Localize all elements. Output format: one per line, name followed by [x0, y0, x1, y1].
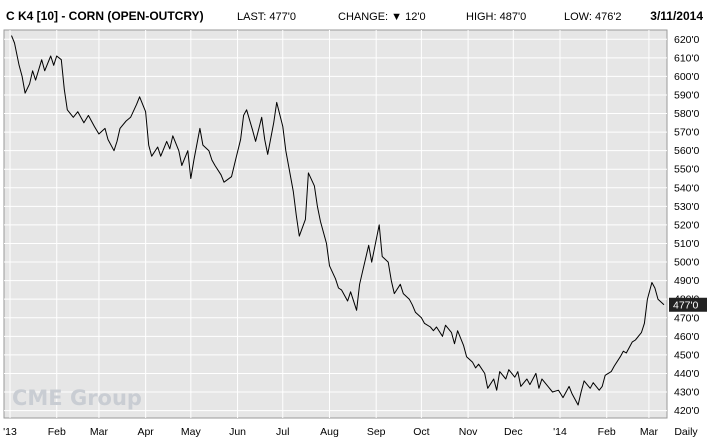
last-price: LAST: 477'0 — [237, 11, 296, 23]
x-tick-label: Jun — [229, 426, 246, 438]
price-change: CHANGE: ▼ 12'0 — [338, 11, 426, 23]
chart-title: C K4 [10] - CORN (OPEN-OUTCRY) — [6, 9, 204, 23]
x-tick-label: '13 — [3, 426, 17, 438]
x-tick-label: Feb — [598, 426, 616, 438]
chart-date: 3/11/2014 — [650, 9, 703, 23]
y-tick-label: 570'0 — [674, 127, 700, 139]
x-tick-label: '14 — [553, 426, 567, 438]
y-tick-label: 520'0 — [674, 219, 700, 231]
y-tick-label: 550'0 — [674, 164, 700, 176]
y-tick-label: 460'0 — [674, 331, 700, 343]
x-tick-label: Mar — [90, 426, 109, 438]
last-price-box-label: 477'0 — [673, 299, 699, 311]
x-tick-label: Nov — [459, 426, 478, 438]
x-tick-label: Sep — [367, 426, 386, 438]
x-tick-label: Mar — [640, 426, 659, 438]
x-tick-label: Jul — [276, 426, 289, 438]
y-tick-label: 540'0 — [674, 182, 700, 194]
grid-lines — [4, 30, 667, 418]
y-axis-labels: 420'0430'0440'0450'0460'0470'0480'0490'0… — [674, 34, 700, 417]
x-tick-label: Aug — [320, 426, 339, 438]
plot-area — [3, 29, 668, 419]
last-price-marker: 477'0 — [669, 297, 707, 312]
y-tick-label: 620'0 — [674, 34, 700, 46]
y-tick-label: 610'0 — [674, 52, 700, 64]
price-line — [11, 35, 665, 406]
y-tick-label: 430'0 — [674, 387, 700, 399]
x-tick-label: May — [181, 426, 202, 438]
cme-group-watermark: CME Group — [12, 386, 142, 410]
y-tick-label: 580'0 — [674, 108, 700, 120]
high-price: HIGH: 487'0 — [466, 11, 526, 23]
x-tick-label: Dec — [504, 426, 523, 438]
y-tick-label: 600'0 — [674, 71, 700, 83]
x-tick-label: Feb — [48, 426, 66, 438]
y-tick-label: 530'0 — [674, 201, 700, 213]
y-tick-label: 420'0 — [674, 405, 700, 417]
last-price-box — [669, 297, 707, 312]
y-tick-label: 470'0 — [674, 312, 700, 324]
x-tick-label: Apr — [137, 426, 154, 438]
y-tick-label: 560'0 — [674, 145, 700, 157]
frequency-label: Daily — [674, 426, 698, 438]
y-tick-label: 490'0 — [674, 275, 700, 287]
y-tick-label: 590'0 — [674, 89, 700, 101]
price-line-layer — [11, 35, 665, 406]
y-tick-label: 450'0 — [674, 349, 700, 361]
low-price: LOW: 476'2 — [564, 11, 622, 23]
x-axis-labels: '13 Feb Mar Apr May Jun Jul Aug Sep Oct Nov Dec '14 F… — [3, 426, 698, 438]
y-tick-label: 510'0 — [674, 238, 700, 250]
y-tick-label: 500'0 — [674, 257, 700, 269]
x-tick-label: Oct — [413, 426, 429, 438]
y-tick-label: 440'0 — [674, 368, 700, 380]
